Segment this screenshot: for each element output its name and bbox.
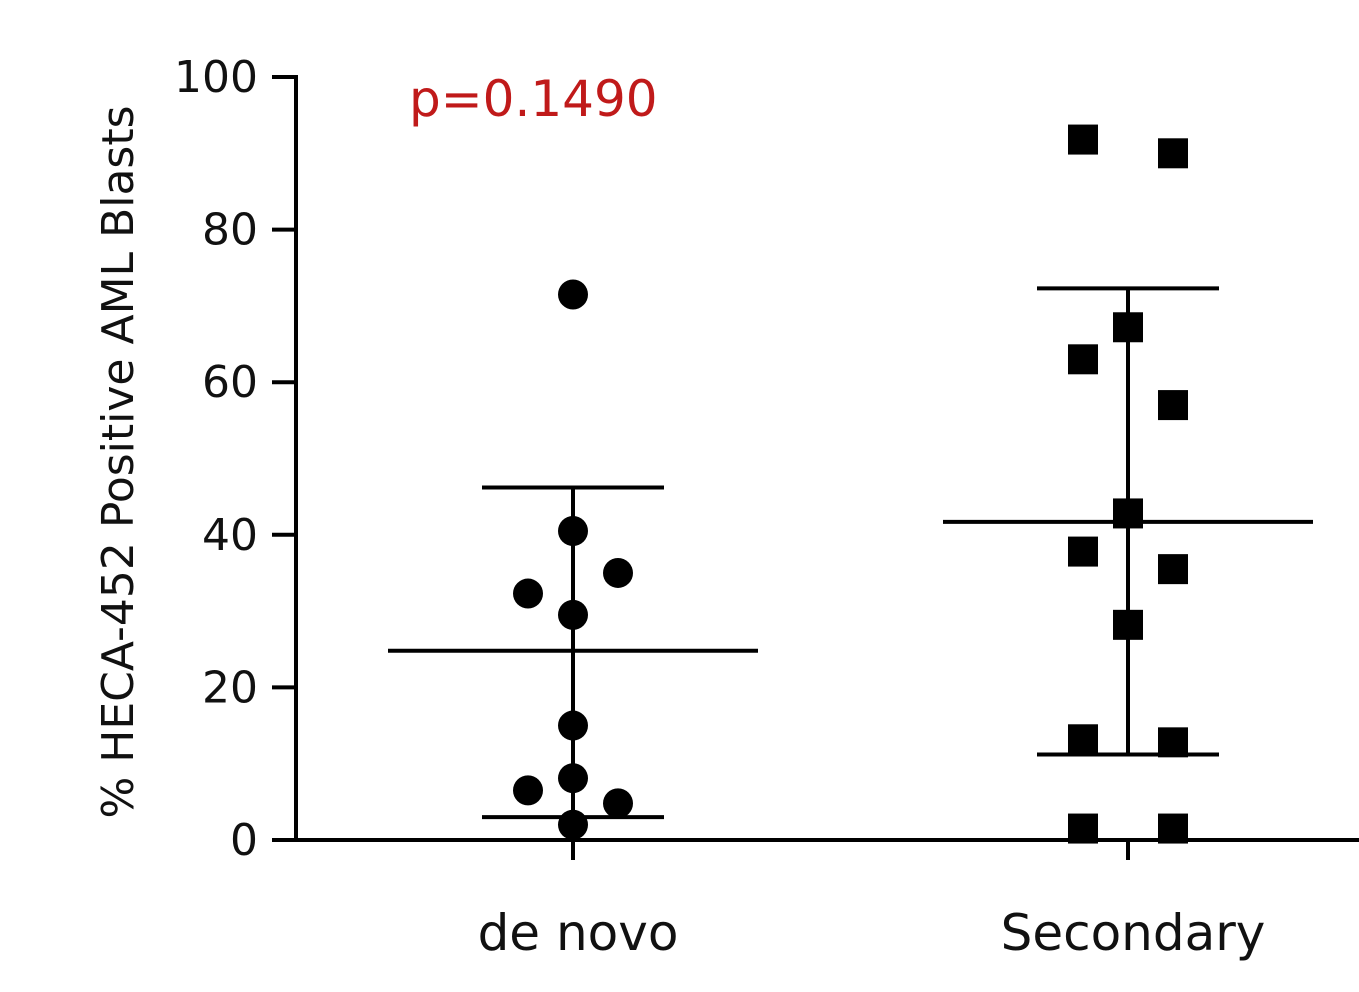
- data-point: [603, 788, 633, 819]
- data-points: [513, 124, 1188, 844]
- x-ticks: de novo Secondary: [478, 840, 1266, 962]
- data-point: [1068, 813, 1098, 844]
- data-point: [1113, 498, 1143, 529]
- y-tick-label: 0: [230, 815, 258, 866]
- data-point: [1158, 813, 1188, 844]
- data-point: [558, 279, 588, 310]
- x-tick-label: Secondary: [1001, 904, 1266, 962]
- data-point: [1113, 609, 1143, 640]
- data-point: [1068, 536, 1098, 567]
- data-point: [1158, 727, 1188, 758]
- x-tick-label: de novo: [478, 904, 679, 962]
- axes: [294, 75, 1359, 842]
- data-point: [1068, 724, 1098, 755]
- y-tick-label: 20: [202, 662, 258, 713]
- data-point: [1113, 312, 1143, 343]
- data-point: [513, 775, 543, 806]
- data-point: [558, 710, 588, 741]
- data-point: [558, 515, 588, 546]
- data-point: [1158, 138, 1188, 169]
- data-point: [513, 578, 543, 609]
- data-point: [1068, 344, 1098, 375]
- data-point: [558, 809, 588, 840]
- data-point: [1068, 124, 1098, 155]
- data-point: [1158, 390, 1188, 421]
- y-axis-label: % HECA-452 Positive AML Blasts: [93, 105, 144, 818]
- data-point: [558, 763, 588, 794]
- y-tick-label: 40: [202, 510, 258, 561]
- y-tick-label: 80: [202, 205, 258, 256]
- data-point: [1158, 554, 1188, 585]
- y-tick-label: 100: [174, 52, 258, 103]
- y-tick-label: 60: [202, 357, 258, 408]
- p-value-annotation: p=0.1490: [409, 70, 658, 128]
- data-point: [603, 557, 633, 588]
- data-point: [558, 599, 588, 630]
- y-ticks: 0 20 40 60 80 100: [174, 52, 296, 866]
